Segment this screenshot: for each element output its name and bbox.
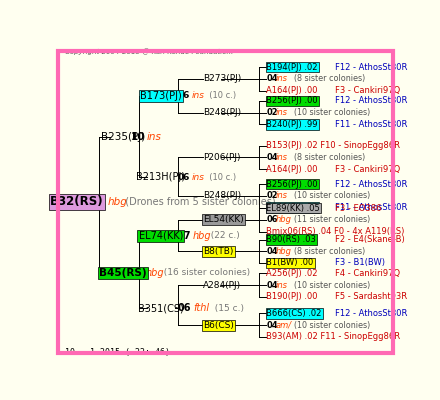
Text: B666(CS) .02: B666(CS) .02 (267, 309, 322, 318)
Text: (10 sister colonies): (10 sister colonies) (289, 191, 370, 200)
Text: (10 c.): (10 c.) (204, 91, 236, 100)
Text: B8(TB): B8(TB) (203, 247, 234, 256)
Text: hbg: hbg (276, 215, 292, 224)
Text: F12 - AthosSt80R: F12 - AthosSt80R (334, 96, 407, 106)
Text: B235(PJ): B235(PJ) (101, 132, 145, 142)
Text: F11 - AthosSt80R: F11 - AthosSt80R (334, 203, 407, 212)
Text: A284(PJ): A284(PJ) (203, 281, 242, 290)
Text: 04: 04 (267, 321, 278, 330)
Text: 02: 02 (267, 108, 278, 117)
Text: Bmix06(RS) .04 F0 - 4x A119(RS): Bmix06(RS) .04 F0 - 4x A119(RS) (267, 227, 405, 236)
Text: B248(PJ): B248(PJ) (203, 108, 242, 117)
Text: (10 sister colonies): (10 sister colonies) (289, 281, 370, 290)
Text: 06: 06 (178, 303, 191, 313)
Text: B45(RS): B45(RS) (99, 268, 147, 278)
Text: B351(CS): B351(CS) (138, 303, 183, 313)
Text: F3 - Cankiri97Q: F3 - Cankiri97Q (334, 86, 400, 95)
Text: (16 sister colonies): (16 sister colonies) (158, 268, 250, 277)
Text: 10-  1-2015 ( 22: 46): 10- 1-2015 ( 22: 46) (65, 348, 170, 357)
Text: ins: ins (191, 91, 205, 100)
Text: Copyright 2004-2015 @ Karl Kehde Foundation.: Copyright 2004-2015 @ Karl Kehde Foundat… (65, 48, 234, 55)
Text: B190(PJ) .00: B190(PJ) .00 (267, 292, 318, 301)
Text: F3 - B1(BW): F3 - B1(BW) (334, 258, 385, 268)
Text: (10 sister colonies): (10 sister colonies) (289, 321, 370, 330)
Text: hbg: hbg (193, 231, 212, 241)
Text: B194(PJ) .02: B194(PJ) .02 (267, 62, 318, 72)
Text: 04: 04 (267, 153, 278, 162)
Text: B240(PJ) .99: B240(PJ) .99 (267, 203, 318, 212)
Text: B273(PJ): B273(PJ) (203, 74, 242, 83)
Text: (8 sister colonies): (8 sister colonies) (289, 247, 366, 256)
Text: EL54(KK): EL54(KK) (203, 215, 244, 224)
Text: hbg: hbg (145, 268, 164, 278)
Text: EL89(KK) .05: EL89(KK) .05 (267, 204, 320, 213)
Text: (8 sister colonies): (8 sister colonies) (289, 74, 366, 83)
Text: fthl: fthl (193, 303, 209, 313)
Text: 06: 06 (177, 173, 190, 182)
Text: ins: ins (276, 281, 288, 290)
Text: F12 - AthosSt80R: F12 - AthosSt80R (334, 62, 407, 72)
Text: 04: 04 (267, 281, 278, 290)
Text: 04: 04 (267, 247, 278, 256)
Text: am/: am/ (276, 321, 292, 330)
Text: 04: 04 (267, 74, 278, 83)
Text: (11 sister colonies): (11 sister colonies) (289, 215, 370, 224)
Text: F12 - AthosSt80R: F12 - AthosSt80R (334, 309, 407, 318)
Text: B153(PJ) .02 F10 - SinopEgg86R: B153(PJ) .02 F10 - SinopEgg86R (267, 141, 400, 150)
Text: ins: ins (276, 74, 288, 83)
Text: hbg: hbg (276, 247, 292, 256)
Text: hbg: hbg (107, 197, 127, 207)
Text: ins: ins (191, 173, 205, 182)
Text: (10 sister colonies): (10 sister colonies) (289, 108, 370, 117)
Text: F3 - Cankiri97Q: F3 - Cankiri97Q (334, 164, 400, 174)
Text: A256(PJ) .02: A256(PJ) .02 (267, 269, 318, 278)
Text: 07: 07 (178, 231, 191, 241)
Text: ins: ins (276, 153, 288, 162)
Text: ins: ins (147, 132, 162, 142)
Text: B32(RS): B32(RS) (50, 196, 104, 208)
Text: (22 c.): (22 c.) (205, 231, 240, 240)
Text: 06: 06 (177, 91, 190, 100)
Text: (15 c.): (15 c.) (209, 304, 245, 313)
Text: 12: 12 (91, 197, 106, 207)
Text: B173(PJ): B173(PJ) (140, 91, 182, 101)
Text: 02: 02 (267, 191, 278, 200)
Text: B93(AM) .02 F11 - SinopEgg86R: B93(AM) .02 F11 - SinopEgg86R (267, 332, 400, 342)
Text: EL74(KK): EL74(KK) (139, 231, 183, 241)
Text: A164(PJ) .00: A164(PJ) .00 (267, 164, 318, 174)
Text: A164(PJ) .00: A164(PJ) .00 (267, 86, 318, 95)
Text: F3 - EO386: F3 - EO386 (334, 204, 381, 213)
Text: B248(PJ): B248(PJ) (203, 191, 242, 200)
Text: ins: ins (276, 191, 288, 200)
Text: B213H(PJ): B213H(PJ) (136, 172, 185, 182)
Text: F11 - AthosSt80R: F11 - AthosSt80R (334, 120, 407, 129)
Text: F5 - Sardasht93R: F5 - Sardasht93R (334, 292, 407, 301)
Text: 06: 06 (267, 215, 278, 224)
Text: B240(PJ) .99: B240(PJ) .99 (267, 120, 318, 129)
Text: 10: 10 (131, 132, 145, 142)
Text: (Drones from 5 sister colonies): (Drones from 5 sister colonies) (119, 197, 276, 207)
Text: F2 - E4(Skane-B): F2 - E4(Skane-B) (334, 235, 404, 244)
Text: F12 - AthosSt80R: F12 - AthosSt80R (334, 180, 407, 189)
Text: B90(RS) .03: B90(RS) .03 (267, 235, 316, 244)
Text: B256(PJ) .00: B256(PJ) .00 (267, 96, 318, 106)
Text: ins: ins (276, 108, 288, 117)
Text: B1(BW) .00: B1(BW) .00 (267, 258, 314, 268)
Text: (8 sister colonies): (8 sister colonies) (289, 153, 366, 162)
Text: P206(PJ): P206(PJ) (203, 153, 241, 162)
Text: B256(PJ) .00: B256(PJ) .00 (267, 180, 318, 189)
Text: F4 - Cankiri97Q: F4 - Cankiri97Q (334, 269, 400, 278)
Text: 09: 09 (130, 268, 144, 278)
Text: (10 c.): (10 c.) (204, 173, 236, 182)
Text: B6(CS): B6(CS) (203, 321, 234, 330)
